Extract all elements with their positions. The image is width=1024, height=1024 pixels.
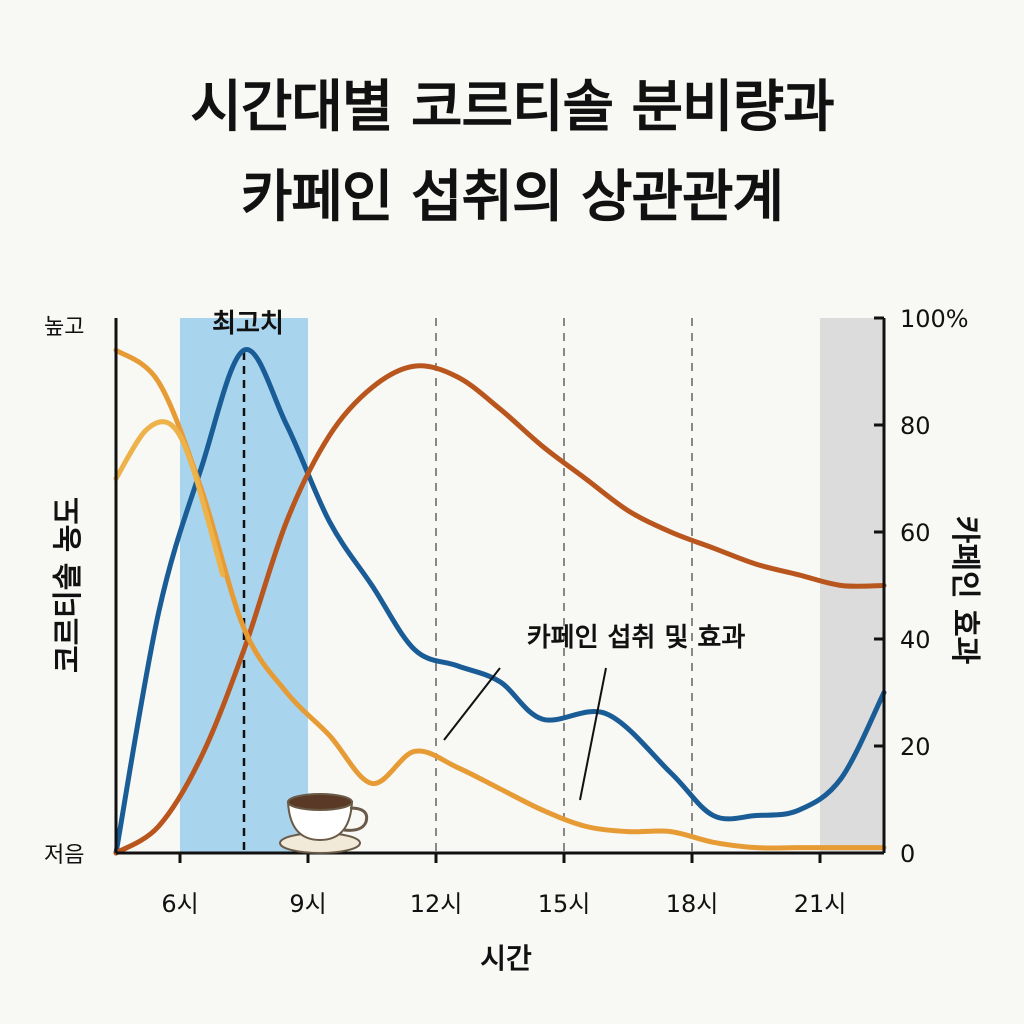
x-tick-label-5: 21시	[794, 890, 847, 918]
x-tick-label-0: 6시	[161, 890, 198, 918]
y-left-top-label: 높고	[44, 315, 84, 340]
right-ticks: 100% 80 60 40 20 0	[874, 305, 969, 868]
chart-title-line1: 시간대별 코르티솔 분비량과	[190, 75, 834, 140]
y-tick-label-5: 0	[900, 840, 915, 868]
coffee-cup-icon	[279, 793, 369, 854]
series-line-1	[113, 363, 887, 856]
y-right-axis-label: 카페인 효과	[947, 516, 982, 665]
annotation-pointer-2	[579, 667, 607, 801]
y-tick-label-2: 60	[900, 519, 931, 547]
y-tick-label-1: 80	[900, 412, 931, 440]
chart-title-line2: 카페인 섭취의 상관관계	[240, 165, 784, 230]
y-tick-label-0: 100%	[900, 305, 969, 333]
reference-lines	[435, 318, 693, 853]
x-tick-label-4: 18시	[666, 890, 719, 918]
y-tick-label-3: 40	[900, 626, 931, 654]
x-tick-label-3: 15시	[538, 890, 591, 918]
x-axis-label: 시간	[480, 942, 532, 975]
series-line-3	[113, 419, 226, 578]
y-left-bottom-label: 저음	[44, 843, 84, 868]
peak-annotation: 최고치	[212, 309, 284, 339]
annotation-pointer-1	[443, 667, 501, 741]
series-line-0	[113, 347, 887, 856]
y-left-axis-label: 코르티솔 농도	[51, 497, 86, 673]
y-tick-label-4: 20	[900, 733, 931, 761]
shaded-regions	[180, 318, 884, 853]
series-line-2	[113, 347, 887, 851]
x-tick-label-1: 9시	[289, 890, 326, 918]
x-tick-label-2: 12시	[410, 890, 463, 918]
series-lines	[113, 347, 887, 856]
x-ticks: 6시 9시 12시 15시 18시 21시	[161, 853, 846, 918]
caffeine-annotation: 카페인 섭취 및 효과	[527, 623, 746, 653]
